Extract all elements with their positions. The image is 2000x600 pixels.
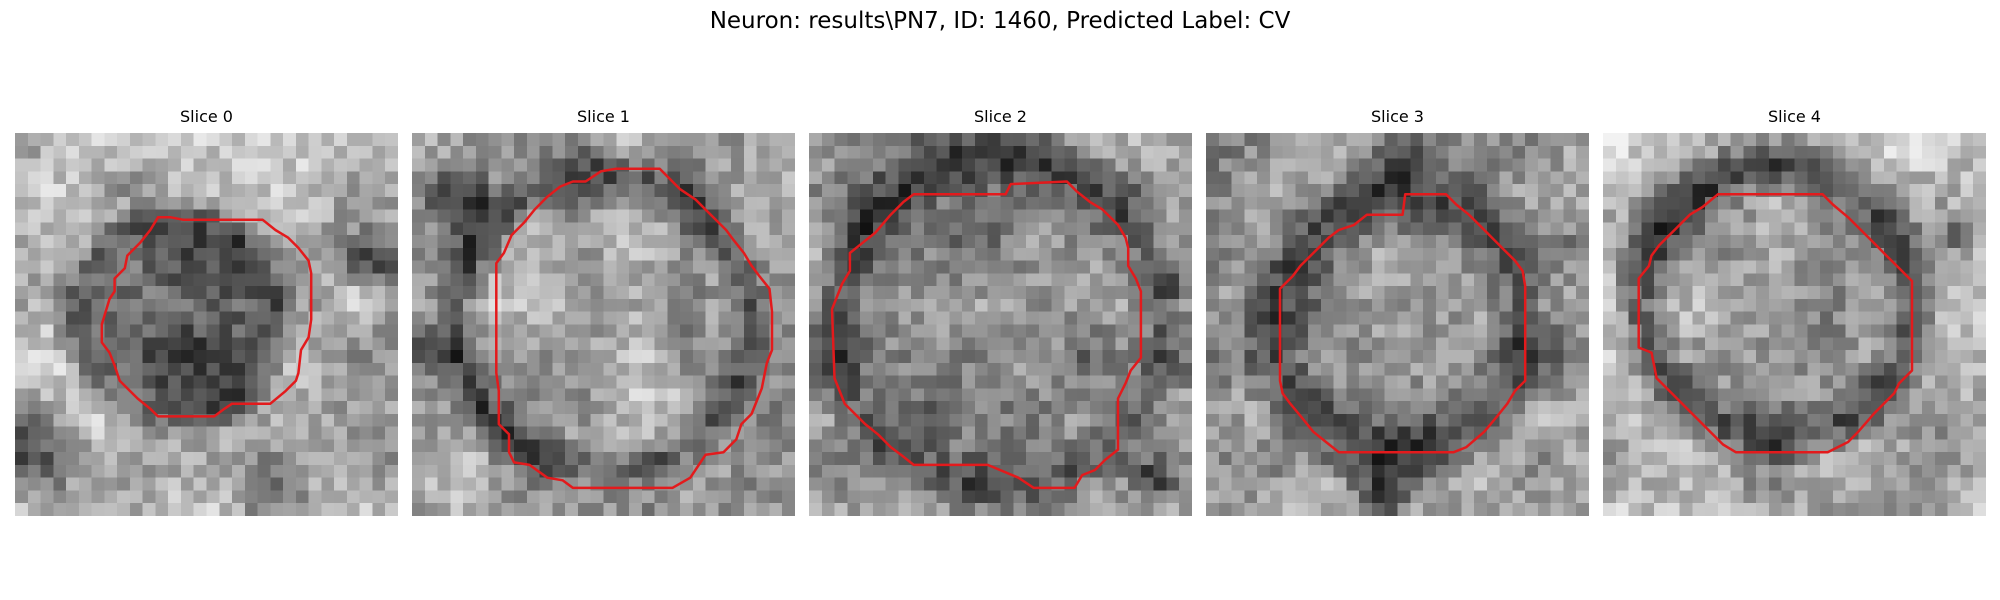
slice-panel-0: Slice 0 bbox=[15, 105, 398, 516]
segmentation-contour bbox=[830, 180, 1143, 490]
slice-panel-2: Slice 2 bbox=[809, 105, 1192, 516]
figure-title: Neuron: results\PN7, ID: 1460, Predicted… bbox=[709, 8, 1291, 34]
slice-panel-1: Slice 1 bbox=[412, 105, 795, 516]
contour-outline bbox=[1637, 193, 1914, 454]
slice-image bbox=[809, 133, 1192, 516]
slice-title: Slice 3 bbox=[1371, 107, 1424, 126]
slice-title: Slice 1 bbox=[577, 107, 630, 126]
segmentation-contour bbox=[1637, 193, 1914, 454]
slice-image bbox=[412, 133, 795, 516]
slice-title: Slice 4 bbox=[1768, 107, 1821, 126]
slice-panel-3: Slice 3 bbox=[1206, 105, 1589, 516]
contour-outline bbox=[1278, 193, 1527, 454]
segmentation-contour bbox=[1278, 193, 1527, 454]
contour-outline bbox=[495, 167, 774, 490]
segmentation-contour bbox=[100, 216, 313, 418]
contour-outline bbox=[100, 216, 313, 418]
slice-panel-4: Slice 4 bbox=[1603, 105, 1986, 516]
slice-title: Slice 0 bbox=[180, 107, 233, 126]
slice-image bbox=[15, 133, 398, 516]
contour-outline bbox=[830, 180, 1143, 490]
slice-title: Slice 2 bbox=[974, 107, 1027, 126]
segmentation-contour bbox=[495, 167, 774, 490]
